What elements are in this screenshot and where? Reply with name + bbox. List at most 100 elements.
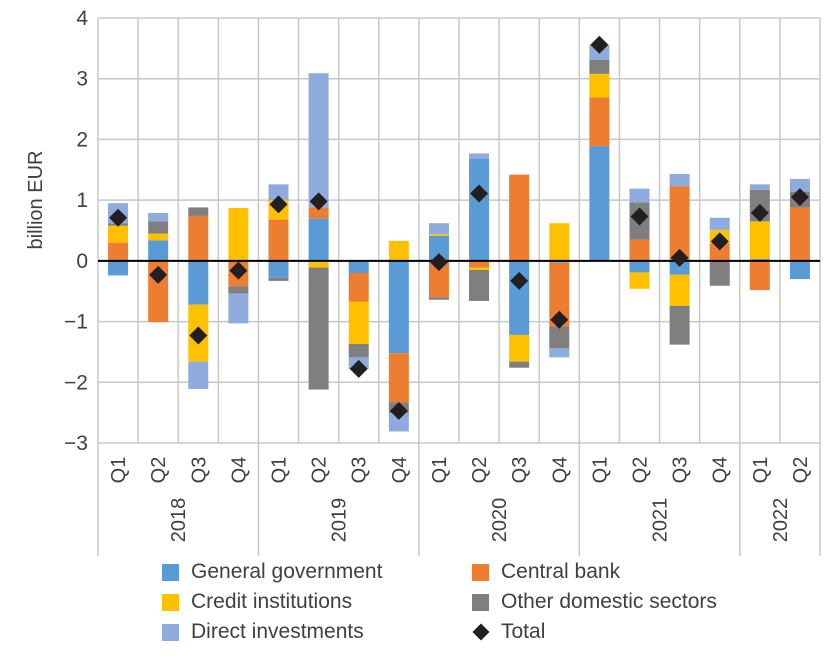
bar-general-government	[629, 260, 650, 273]
bar-central-bank	[509, 174, 530, 261]
bar-general-government	[469, 158, 490, 261]
diamond-icon	[472, 623, 490, 641]
bar-direct-investments	[388, 413, 409, 432]
x-tick-label: Q1	[108, 457, 130, 484]
bar-general-government	[308, 218, 329, 261]
bar-direct-investments	[308, 73, 329, 208]
x-tick-label: Q4	[549, 457, 571, 484]
legend-swatch-direct-investments	[162, 623, 179, 641]
bar-general-government	[789, 260, 810, 280]
bar-general-government	[669, 260, 690, 275]
x-tick-label: Q1	[269, 457, 291, 484]
x-tick-label: Q4	[389, 457, 411, 484]
bar-central-bank	[749, 260, 770, 290]
bar-central-bank	[629, 239, 650, 261]
bar-other-domestic-sectors	[709, 260, 730, 286]
total-marker	[790, 188, 809, 207]
x-tick-label: Q4	[710, 457, 732, 484]
total-marker	[590, 35, 609, 54]
bar-central-bank	[308, 207, 329, 219]
bar-credit-institutions	[749, 221, 770, 260]
x-tick-label: Q3	[188, 457, 210, 484]
bar-credit-institutions	[108, 225, 129, 243]
y-tick-label: 2	[76, 128, 88, 151]
bar-direct-investments	[669, 174, 690, 187]
y-tick-label: 4	[76, 7, 88, 30]
total-marker	[470, 184, 489, 203]
bar-central-bank	[348, 273, 369, 302]
y-tick-label: 0	[76, 250, 88, 273]
bar-general-government	[188, 260, 209, 305]
legend-label: Other domestic sectors	[501, 590, 717, 613]
bar-credit-institutions	[469, 267, 490, 270]
legend-swatch-other-domestic-sectors	[472, 593, 489, 611]
bar-central-bank	[549, 262, 570, 327]
x-tick-label: Q1	[589, 457, 611, 484]
bar-direct-investments	[469, 153, 490, 159]
bar-central-bank	[428, 260, 449, 298]
legend-label: Central bank	[501, 560, 621, 583]
bar-credit-institutions	[549, 223, 570, 261]
bar-general-government	[428, 235, 449, 261]
bar-direct-investments	[228, 293, 249, 324]
x-tick-label: Q2	[148, 457, 170, 484]
bar-other-domestic-sectors	[549, 326, 570, 349]
legend-label: General government	[191, 560, 383, 583]
year-label: 2022	[770, 498, 792, 543]
bar-credit-institutions	[629, 272, 650, 289]
bar-central-bank	[469, 260, 490, 268]
bar-credit-institutions	[509, 334, 530, 362]
x-tick-label: Q3	[349, 457, 371, 484]
x-tick-label: Q2	[790, 457, 812, 484]
bar-other-domestic-sectors	[428, 297, 449, 300]
bar-other-domestic-sectors	[148, 221, 169, 234]
grid	[97, 17, 821, 444]
year-label: 2020	[489, 498, 511, 543]
bar-direct-investments	[629, 188, 650, 203]
y-axis-ticks: 4 3 2 1 0 −1 −2 −3	[64, 7, 88, 455]
total-marker	[510, 271, 529, 290]
bar-direct-investments	[549, 348, 570, 358]
x-tick-label: Q4	[228, 457, 250, 484]
bar-central-bank	[108, 242, 129, 261]
y-tick-label: −3	[64, 432, 88, 455]
bar-credit-institutions	[388, 240, 409, 261]
total-marker	[149, 265, 168, 284]
bar-direct-investments	[268, 184, 289, 201]
legend-swatch-credit-institutions	[162, 593, 179, 611]
bar-direct-investments	[749, 184, 770, 190]
legend-label: Total	[501, 620, 546, 643]
x-tick-label: Q1	[750, 457, 772, 484]
total-marker	[750, 203, 769, 222]
bar-other-domestic-sectors	[228, 286, 249, 294]
total-marker	[389, 401, 408, 420]
bar-general-government	[589, 146, 610, 261]
bar-general-government	[108, 260, 129, 276]
bar-central-bank	[388, 353, 409, 403]
bar-credit-institutions	[428, 234, 449, 236]
bar-other-domestic-sectors	[308, 267, 329, 390]
bar-central-bank	[709, 243, 730, 261]
total-marker	[429, 253, 448, 272]
bar-general-government	[348, 260, 369, 273]
chart: 4 3 2 1 0 −1 −2 −3 Q1 Q2 Q3 Q4 Q1 Q2 Q3 Q4 Q1 Q2 Q3 Q4 Q1 Q2…	[25, 7, 821, 556]
total-marker	[229, 261, 248, 280]
bar-central-bank	[589, 97, 610, 147]
bar-central-bank	[789, 207, 810, 261]
bar-central-bank	[268, 219, 289, 261]
y-tick-label: −2	[64, 371, 88, 394]
bar-other-domestic-sectors	[348, 344, 369, 358]
bar-direct-investments	[789, 178, 810, 192]
bar-central-bank	[188, 215, 209, 261]
legend-swatch-central-bank	[472, 563, 489, 581]
x-tick-label: Q2	[469, 457, 491, 484]
legend-swatch-general-government	[162, 563, 179, 581]
year-label: 2021	[650, 498, 672, 543]
year-label: 2018	[168, 498, 190, 543]
x-tick-label: Q1	[429, 457, 451, 484]
bar-credit-institutions	[308, 260, 329, 268]
x-tick-label: Q3	[670, 457, 692, 484]
total-markers	[109, 35, 809, 420]
total-marker	[630, 207, 649, 226]
bar-credit-institutions	[669, 274, 690, 306]
